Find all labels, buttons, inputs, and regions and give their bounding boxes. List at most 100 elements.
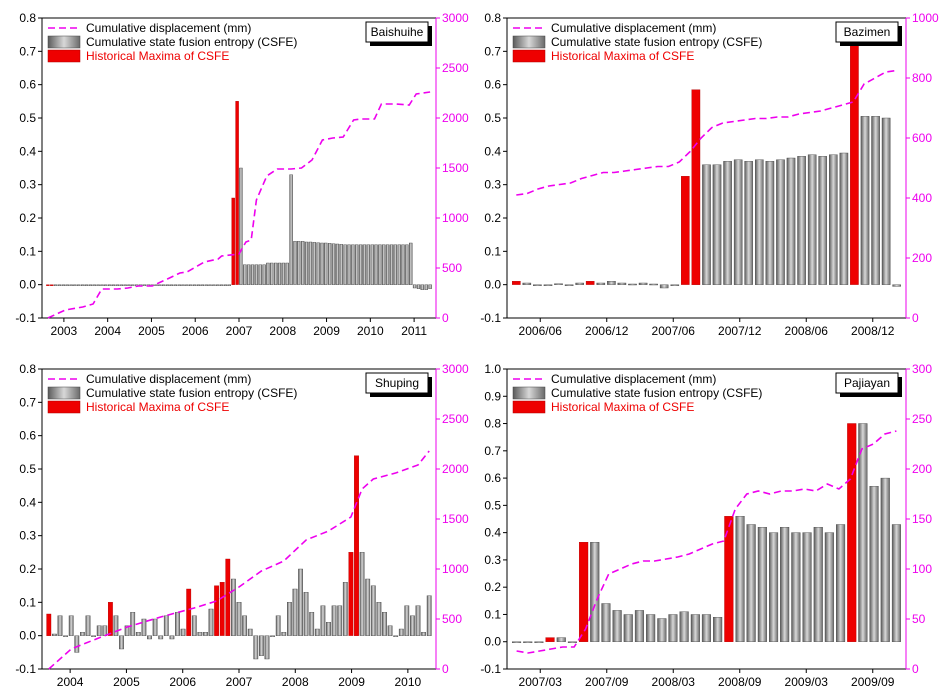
y2-tick-label: 300 [912, 362, 932, 376]
x-tick-label: 2008 [282, 675, 309, 689]
csfe-bar [596, 282, 606, 285]
maxima-bar [348, 552, 354, 636]
y-tick-label: -0.1 [15, 311, 36, 325]
maxima-bar [235, 101, 239, 285]
csfe-bar [351, 244, 355, 285]
y-tick-label: 0.6 [484, 78, 501, 92]
csfe-bar [77, 284, 81, 286]
csfe-bar [755, 159, 764, 285]
csfe-bar [393, 635, 399, 637]
csfe-bar [304, 241, 309, 285]
csfe-bar [131, 284, 135, 286]
csfe-bar [374, 244, 378, 285]
maxima-bar [847, 423, 857, 642]
y-tick-label: 0.8 [19, 362, 36, 376]
csfe-bar [236, 602, 242, 636]
csfe-bar [355, 244, 359, 285]
csfe-bar [343, 244, 347, 285]
csfe-bar [230, 578, 236, 636]
csfe-bar [69, 284, 73, 286]
csfe-bar [382, 612, 387, 636]
y2-tick-label: 3000 [442, 11, 469, 25]
x-tick-label: 2011 [401, 324, 427, 338]
csfe-bar [57, 615, 63, 636]
csfe-bar [216, 284, 220, 286]
csfe-bar [328, 243, 332, 285]
csfe-bar [393, 244, 397, 285]
csfe-bar [158, 635, 164, 640]
csfe-bar [416, 284, 421, 289]
csfe-bar [142, 284, 147, 286]
csfe-bar [123, 284, 127, 286]
legend-maxima-label: Historical Maxima of CSFE [86, 49, 229, 63]
maxima-bar [850, 41, 859, 285]
csfe-bar [223, 284, 228, 286]
y-tick-label: 0.4 [484, 526, 501, 540]
y-tick-label: 0.3 [19, 178, 36, 192]
csfe-bar [634, 610, 644, 643]
csfe-bar [239, 167, 243, 285]
x-tick-label: 2006/06 [519, 324, 563, 338]
csfe-bar [335, 243, 340, 285]
csfe-bar [428, 284, 432, 289]
y2-tick-label: 2000 [442, 111, 469, 125]
csfe-bar [649, 283, 658, 286]
legend-csfe-label: Cumulative state fusion entropy (CSFE) [551, 386, 762, 400]
displacement-line [47, 91, 431, 319]
csfe-bar [670, 284, 680, 286]
csfe-bar [303, 592, 309, 636]
csfe-bar [52, 633, 57, 636]
y2-tick-label: 1000 [442, 211, 469, 225]
y-tick-label: 0.0 [484, 278, 501, 292]
x-tick-label: 2008/12 [851, 324, 895, 338]
csfe-bar [111, 284, 116, 286]
csfe-bar [254, 264, 259, 285]
csfe-bar [836, 524, 846, 643]
x-tick-label: 2007/06 [652, 324, 696, 338]
csfe-bar [208, 608, 214, 636]
y2-tick-label: 0 [912, 311, 919, 325]
csfe-bar [802, 532, 812, 642]
csfe-bar [534, 641, 544, 643]
csfe-bar [424, 284, 428, 290]
y-tick-label: 0.5 [19, 462, 36, 476]
csfe-bar [203, 632, 208, 636]
csfe-bar [119, 284, 124, 286]
y-tick-label: 0.9 [484, 389, 501, 403]
y-tick-label: 0.1 [484, 607, 501, 621]
csfe-bar [180, 628, 186, 636]
legend-displacement-label: Cumulative displacement (mm) [551, 372, 716, 386]
csfe-bar [169, 284, 174, 286]
csfe-bar [398, 628, 404, 636]
csfe-bar [512, 641, 522, 643]
csfe-bar [65, 284, 69, 286]
csfe-bar [533, 284, 542, 286]
y-tick-label: 0.5 [484, 498, 501, 512]
csfe-bar [735, 516, 745, 642]
csfe-bar [746, 524, 756, 643]
csfe-bar [289, 174, 293, 285]
csfe-bar [96, 284, 100, 286]
csfe-bar [324, 242, 328, 285]
y-tick-label: 1.0 [484, 362, 501, 376]
csfe-bar [197, 632, 203, 636]
csfe-bar [387, 625, 393, 636]
csfe-bar [807, 154, 817, 285]
y-tick-label: 0.7 [19, 395, 36, 409]
csfe-bar [628, 283, 637, 286]
csfe-bar [147, 635, 152, 640]
y-tick-label: 0.8 [484, 11, 501, 25]
y-tick-label: 0.3 [484, 178, 501, 192]
legend-displacement-label: Cumulative displacement (mm) [86, 21, 251, 35]
csfe-bar [91, 635, 97, 637]
y-tick-label: 0.7 [19, 44, 36, 58]
csfe-bar [378, 244, 382, 285]
y-tick-label: 0.8 [484, 417, 501, 431]
y2-tick-label: 500 [442, 612, 462, 626]
csfe-bar [196, 284, 201, 286]
csfe-bar [382, 244, 386, 285]
csfe-bar [818, 156, 827, 285]
csfe-bar [293, 241, 297, 285]
csfe-bar [107, 284, 112, 286]
x-tick-label: 2006 [169, 675, 196, 689]
